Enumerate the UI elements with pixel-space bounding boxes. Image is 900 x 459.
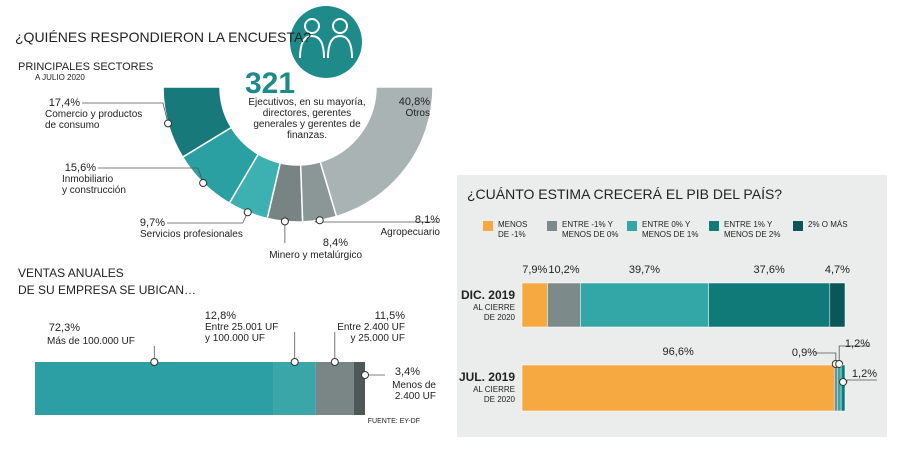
value-label: 0,9% <box>791 347 817 359</box>
category-label: Entre 2.400 UF y 25.000 UF <box>337 322 405 344</box>
value-label: 11,5% <box>374 310 405 322</box>
legend-label: ENTRE 0% Y MENOS DE 1% <box>642 220 699 239</box>
category-label: Minero y metalúrgico <box>269 250 362 261</box>
value-label: 3,4% <box>394 366 420 378</box>
category-label: Servicios profesionales <box>140 229 243 240</box>
value-label: 15,6% <box>64 162 96 174</box>
icon-body <box>327 34 353 59</box>
value-label: 17,4% <box>48 97 80 109</box>
chart-title: ¿CUÁNTO ESTIMA CRECERÁ EL PIB DEL PAÍS? <box>467 186 783 202</box>
bar-segment <box>273 362 316 415</box>
category-label: Entre 25.001 UF y 100.000 UF <box>205 322 279 344</box>
label-dot <box>315 216 324 225</box>
category-note: AL CIERRE DE 2020 <box>473 385 515 404</box>
bar-segment <box>829 282 846 328</box>
center-value: 321 <box>245 67 296 100</box>
leader-line <box>98 167 204 184</box>
bar-segment <box>834 364 838 412</box>
category-label: Otros <box>405 108 430 119</box>
value-label: 37,6% <box>753 264 785 276</box>
bar-segment <box>521 282 548 328</box>
chart-title: VENTAS ANUALES DE SU EMPRESA SE UBICAN… <box>18 266 197 297</box>
bar-segment <box>580 282 709 328</box>
bar-segment <box>353 362 365 415</box>
leader-line <box>838 345 870 364</box>
category-label: Comercio y productos de consumo <box>45 109 143 131</box>
chart-note: A JULIO 2020 <box>35 73 85 82</box>
icon-head <box>332 18 348 34</box>
value-label: 96,6% <box>662 346 694 358</box>
bar-segment <box>836 364 842 412</box>
bar-segment <box>708 282 831 328</box>
label-dot <box>164 119 173 128</box>
legend-label: MENOS DE -1% <box>498 220 528 239</box>
bar-segment <box>521 364 835 412</box>
value-label: 72,3% <box>48 322 80 334</box>
legend-swatch <box>627 221 637 231</box>
chart-title: ¿QUIÉNES RESPONDIERON LA ENCUESTA? <box>15 29 312 45</box>
category-label: Menos de 2.400 UF <box>392 380 436 402</box>
category-label: Inmobiliario y construcción <box>62 174 126 196</box>
category-label: Agropecuario <box>380 227 440 238</box>
label-dot <box>361 371 369 379</box>
category-label: DIC. 2019 <box>460 288 515 302</box>
value-label: 12,8% <box>204 310 236 322</box>
center-text: Ejecutivos, en su mayoría, directores, g… <box>248 97 366 141</box>
legend-swatch <box>483 221 493 231</box>
legend-swatch <box>547 221 557 231</box>
leader-line <box>167 212 249 224</box>
label-dot <box>243 208 252 217</box>
bar-segment <box>547 282 581 328</box>
category-label: Más de 100.000 UF <box>47 336 135 347</box>
value-label: 40,8% <box>398 96 430 108</box>
icon-body <box>299 34 325 59</box>
value-label: 8,1% <box>414 214 440 226</box>
bar-segment <box>840 364 846 412</box>
legend-label: ENTRE 1% Y MENOS DE 2% <box>724 220 781 239</box>
chart-subtitle: PRINCIPALES SECTORES <box>18 61 154 73</box>
label-dot <box>839 378 848 386</box>
value-label: 8,4% <box>322 237 348 249</box>
donut-segment <box>319 86 434 218</box>
category-label: JUL. 2019 <box>458 370 515 384</box>
icon-circle <box>290 6 362 78</box>
value-label: 39,7% <box>628 264 661 276</box>
legend-swatch <box>793 221 803 231</box>
category-note: AL CIERRE DE 2020 <box>473 303 515 322</box>
legend-label: 2% O MÁS <box>808 220 848 229</box>
value-label: 1,2% <box>844 338 870 350</box>
value-label: 7,9% <box>522 264 548 276</box>
label-dot <box>280 217 289 226</box>
value-label: 9,7% <box>139 217 165 229</box>
icon-head <box>304 18 320 34</box>
value-label: 1,2% <box>851 368 877 380</box>
value-label: 10,2% <box>548 264 580 276</box>
bar-segment <box>315 362 354 415</box>
value-label: 4,7% <box>824 264 850 276</box>
legend-swatch <box>709 221 719 231</box>
bar-segment <box>35 362 274 415</box>
legend-label: ENTRE -1% Y MENOS DE 0% <box>562 220 619 239</box>
label-dot <box>199 179 208 188</box>
label-dot <box>150 358 159 366</box>
source-note: FUENTE: EY-DF <box>367 418 420 425</box>
leader-line <box>82 102 169 124</box>
label-dot <box>290 358 299 366</box>
label-dot <box>330 358 339 366</box>
